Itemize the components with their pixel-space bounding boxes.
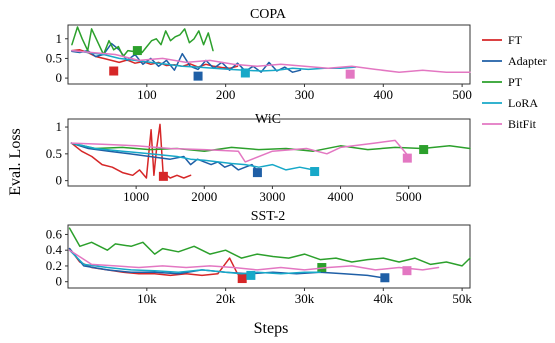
x-tick-label-sst2: 20k: [216, 291, 236, 306]
y-tick-label-sst2: 0.6: [46, 226, 63, 241]
x-tick-label-sst2: 50k: [452, 291, 472, 306]
x-tick-label-sst2: 30k: [295, 291, 315, 306]
best-marker-bitfit-sst2: [402, 266, 412, 276]
best-marker-lora-wic: [310, 167, 320, 177]
series-line-bitfit-sst2: [68, 249, 440, 271]
y-tick-label-wic: 1: [56, 119, 63, 134]
best-marker-pt-copa: [132, 46, 142, 56]
series-group-copa: [71, 26, 471, 81]
y-tick-label-sst2: 0: [56, 274, 63, 289]
legend-label-pt: PT: [508, 75, 523, 89]
best-marker-lora-copa: [240, 68, 250, 78]
best-marker-pt-wic: [419, 145, 429, 155]
series-line-bitfit-wic: [70, 139, 410, 163]
y-tick-label-wic: 0.5: [46, 146, 62, 161]
panel-copa: COPA 100 200 300 400 500 0 0.5 1: [46, 7, 472, 102]
best-marker-lora-sst2: [246, 270, 256, 280]
y-tick-label-copa: 0.5: [46, 50, 62, 65]
series-line-pt-wic: [70, 142, 471, 152]
panel-title-sst2: SST-2: [251, 209, 286, 224]
series-line-lora-copa: [71, 49, 357, 72]
x-tick-label-copa: 400: [374, 87, 394, 102]
series-group-wic: [70, 123, 471, 181]
series-group-sst2: [68, 227, 471, 284]
best-marker-bitfit-copa: [345, 69, 355, 79]
plot-area-sst2: [67, 224, 471, 289]
plot-area-copa: [67, 24, 471, 85]
axes-sst2: 10k 20k 30k 40k 50k 00.20.40.6: [46, 226, 473, 306]
x-tick-label-copa: 300: [295, 87, 315, 102]
best-marker-adapter-wic: [252, 168, 262, 178]
series-line-bitfit-copa: [71, 49, 471, 73]
axes-wic: 1000 2000 3000 4000 5000 0 0.5 1: [46, 119, 422, 204]
x-axis-label: Steps: [254, 320, 289, 337]
x-tick-label-wic: 4000: [328, 189, 354, 204]
x-tick-label-wic: 3000: [259, 189, 285, 204]
best-marker-adapter-copa: [193, 71, 203, 81]
series-line-pt-copa: [71, 26, 214, 58]
x-tick-label-wic: 1000: [123, 189, 149, 204]
best-marker-adapter-sst2: [380, 273, 390, 283]
x-tick-label-sst2: 10k: [137, 291, 157, 306]
y-tick-label-copa: 1: [56, 31, 63, 46]
y-axis-label: Eval. Loss: [7, 128, 24, 196]
x-tick-label-copa: 500: [452, 87, 472, 102]
best-marker-ft-wic: [158, 171, 168, 181]
y-tick-label-sst2: 0.4: [46, 242, 63, 257]
best-marker-bitfit-wic: [402, 153, 412, 163]
y-tick-label-sst2: 0.2: [46, 258, 62, 273]
best-marker-ft-sst2: [237, 274, 247, 284]
x-tick-label-sst2: 40k: [374, 291, 394, 306]
x-tick-label-wic: 5000: [396, 189, 422, 204]
series-line-pt-sst2: [68, 227, 471, 267]
axes-copa: 100 200 300 400 500 0 0.5 1: [46, 31, 472, 102]
best-marker-ft-copa: [109, 66, 119, 76]
panel-title-copa: COPA: [250, 7, 287, 22]
x-tick-label-copa: 200: [216, 87, 236, 102]
y-tick-label-copa: 0: [56, 70, 63, 85]
legend-label-ft: FT: [508, 33, 523, 47]
panel-sst2: SST-2 10k 20k 30k 40k 50k 00.20.40.6: [46, 209, 473, 306]
series-line-lora-wic: [70, 142, 315, 171]
legend-label-bitfit: BitFit: [508, 117, 537, 131]
series-line-lora-sst2: [68, 249, 321, 275]
series-line-ft-wic: [70, 123, 192, 179]
plot-area-wic: [67, 118, 471, 187]
x-tick-label-copa: 100: [137, 87, 157, 102]
legend-label-lora: LoRA: [508, 96, 538, 110]
legend-label-adapter: Adapter: [508, 54, 547, 68]
y-tick-label-wic: 0: [56, 173, 63, 188]
x-tick-label-wic: 2000: [191, 189, 217, 204]
legend: FT Adapter PT LoRA BitFit: [482, 33, 547, 131]
